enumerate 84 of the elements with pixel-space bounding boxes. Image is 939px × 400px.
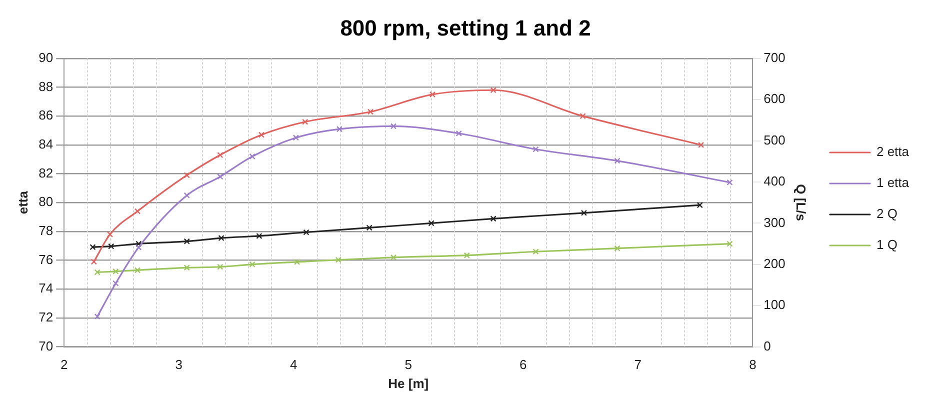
point	[217, 152, 224, 158]
point	[218, 234, 224, 242]
x-tick-label: 7	[634, 357, 642, 372]
point	[136, 244, 142, 250]
point	[294, 258, 300, 266]
y2-tick-label: 100	[764, 297, 786, 312]
legend-label: 1 etta	[876, 175, 910, 190]
point	[428, 220, 434, 226]
point	[336, 126, 343, 132]
point	[302, 118, 308, 125]
x-tick-label: 2	[60, 357, 68, 372]
point	[136, 240, 142, 247]
y-tick-label: 76	[38, 252, 54, 267]
y2-tick-label: 700	[764, 50, 786, 65]
point	[90, 244, 96, 250]
point	[184, 172, 190, 178]
point	[490, 87, 496, 94]
y-tick-label: 90	[38, 50, 54, 65]
point	[134, 208, 141, 214]
point	[367, 108, 374, 115]
x-axis-title: He [m]	[388, 376, 429, 391]
y-tick-label: 82	[38, 165, 54, 180]
point	[532, 248, 539, 255]
y-tick-label: 88	[38, 78, 54, 94]
point	[456, 130, 462, 136]
x-tick-label: 5	[404, 357, 412, 372]
chart-title: 800 rpm, setting 1 and 2	[340, 15, 591, 40]
point	[696, 202, 703, 208]
legend-label: 2 etta	[876, 144, 910, 160]
legend-label: 1 Q	[876, 237, 898, 252]
y2-tick-label: 400	[764, 174, 786, 189]
point	[256, 232, 262, 240]
point	[112, 268, 119, 274]
point	[698, 142, 704, 148]
point	[94, 313, 100, 320]
point	[184, 264, 190, 271]
x-tick-label: 8	[749, 357, 756, 372]
y2-tick-label: 500	[764, 132, 786, 148]
point	[249, 153, 256, 160]
point	[90, 258, 97, 265]
point	[112, 280, 119, 286]
point	[217, 264, 224, 270]
point	[390, 123, 397, 130]
y-axis-title: etta	[15, 190, 30, 214]
y2-tick-label: 600	[764, 91, 786, 106]
point	[726, 240, 733, 247]
point	[258, 132, 265, 138]
point	[134, 267, 141, 274]
legend-label: 2 Q	[876, 206, 898, 222]
y2-tick-label: 0	[764, 338, 771, 354]
point	[217, 174, 224, 180]
point	[366, 224, 372, 231]
x-tick-label: 3	[175, 357, 182, 372]
point	[614, 158, 620, 164]
point	[464, 252, 470, 258]
point	[94, 269, 100, 276]
y-tick-label: 84	[38, 136, 54, 152]
y2-tick-label: 300	[764, 214, 786, 230]
point	[580, 113, 586, 120]
point	[184, 192, 190, 198]
y2-tick-label: 200	[764, 256, 786, 271]
y-tick-label: 78	[38, 223, 54, 238]
y2-axis-title: Q [L/s	[794, 184, 809, 222]
y-tick-label: 72	[38, 310, 54, 325]
point	[106, 231, 114, 238]
y-tick-label: 74	[38, 280, 54, 296]
point	[335, 256, 342, 263]
point	[614, 245, 620, 252]
y-tick-label: 80	[38, 194, 54, 210]
point	[292, 134, 299, 141]
point	[108, 243, 114, 250]
point	[249, 261, 256, 268]
y-tick-label: 70	[38, 338, 54, 354]
point	[184, 238, 190, 244]
point	[532, 146, 539, 152]
point	[726, 179, 733, 186]
y-tick-label: 86	[38, 108, 54, 123]
x-tick-label: 6	[520, 357, 527, 372]
point	[390, 254, 397, 260]
point	[429, 91, 436, 98]
point	[303, 229, 310, 236]
point	[490, 216, 496, 222]
x-tick-label: 4	[290, 357, 298, 372]
point	[580, 210, 588, 216]
